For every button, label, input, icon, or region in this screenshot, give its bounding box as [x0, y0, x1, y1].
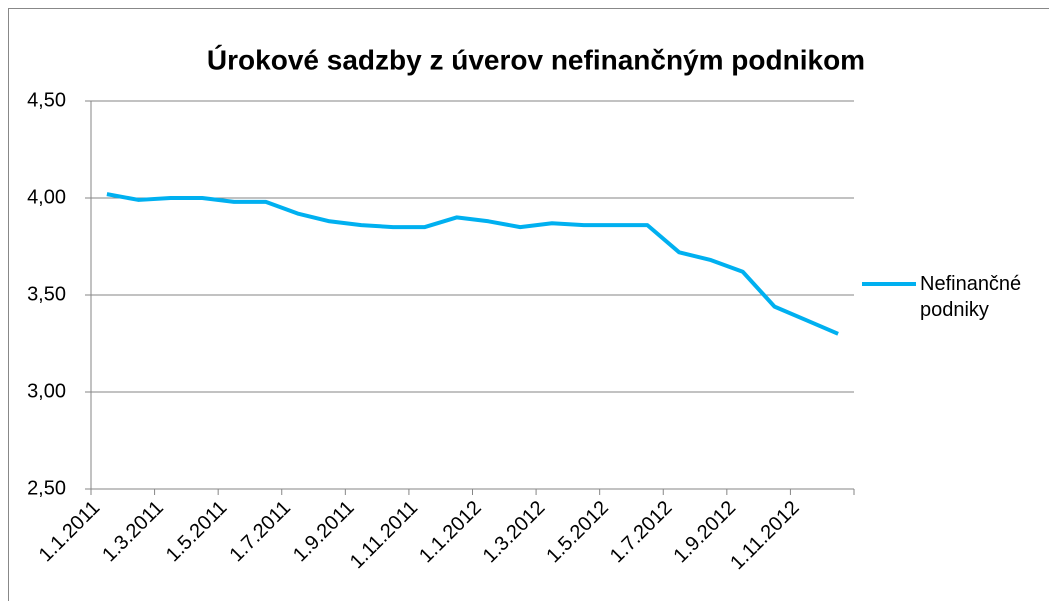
x-tick-label: 1.1.2012	[415, 497, 486, 568]
y-tick-label: 4,50	[27, 89, 66, 111]
y-tick-label: 3,00	[27, 380, 66, 402]
x-tick-label: 1.5.2012	[542, 497, 613, 568]
y-tick-label: 2,50	[27, 477, 66, 499]
x-tick-label: 1.5.2011	[162, 497, 232, 567]
chart-title: Úrokové sadzby z úverov nefinančným podn…	[207, 44, 865, 75]
chart-frame	[8, 8, 1049, 601]
legend-entry: Nefinančné podniky	[920, 273, 1022, 321]
x-tick-label: 1.1.2011	[35, 497, 105, 567]
legend-label: Nefinančné podniky	[920, 273, 1022, 321]
x-tick-label: 1.11.2012	[726, 497, 803, 574]
x-tick-label: 1.11.2011	[346, 497, 422, 573]
x-tick-label: 1.7.2012	[606, 497, 677, 568]
x-tick-label: 1.3.2011	[98, 497, 168, 567]
x-tick-label: 1.3.2012	[479, 497, 550, 568]
x-tick-label: 1.7.2011	[225, 497, 295, 567]
y-tick-label: 4,00	[27, 186, 66, 208]
y-tick-label: 3,50	[27, 283, 66, 305]
data-line	[106, 192, 839, 336]
